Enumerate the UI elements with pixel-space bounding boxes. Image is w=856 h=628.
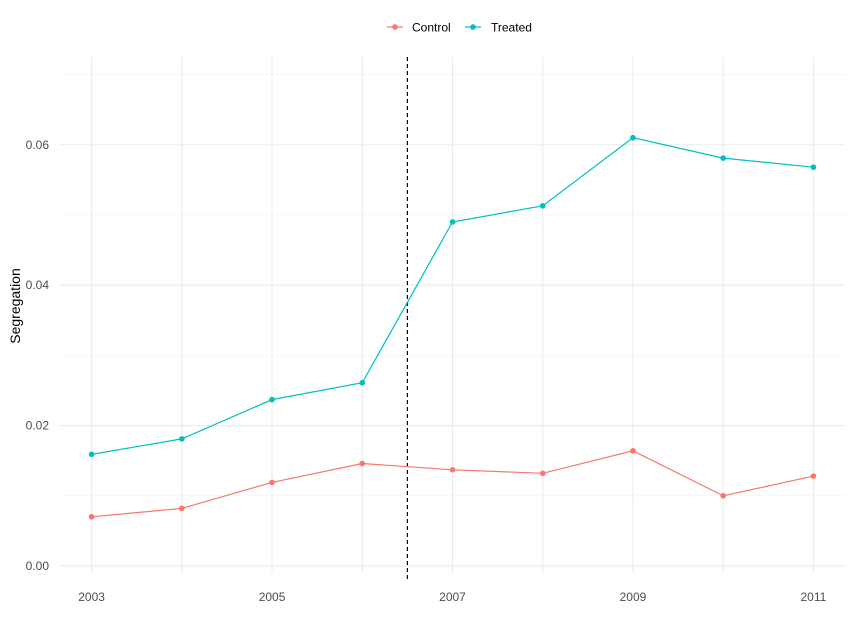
data-point-treated — [449, 219, 456, 225]
data-point-treated — [539, 203, 546, 209]
data-point-control — [810, 473, 817, 479]
x-tick-label: 2003 — [78, 590, 105, 604]
data-point-treated — [630, 134, 636, 141]
x-tick-label: 2011 — [801, 590, 827, 604]
legend-key-point-control — [392, 24, 398, 30]
y-tick-label: 0.00 — [26, 559, 50, 573]
legend-key-point-treated — [470, 24, 476, 30]
data-point-control — [539, 470, 546, 477]
series-group — [88, 134, 817, 520]
y-tick-label: 0.06 — [26, 138, 50, 152]
y-axis-title: Segregation — [7, 268, 23, 344]
data-point-control — [269, 479, 275, 486]
data-point-control — [630, 448, 636, 454]
legend: Control Treated — [387, 21, 532, 35]
data-point-treated — [88, 451, 95, 458]
legend-label-treated: Treated — [491, 21, 532, 35]
y-tick-label: 0.02 — [26, 419, 50, 433]
data-point-treated — [269, 396, 275, 403]
y-axis-ticks: 0.00 0.02 0.04 0.06 — [26, 138, 50, 573]
data-point-treated — [720, 155, 726, 161]
data-point-treated — [179, 436, 185, 442]
data-point-control — [179, 505, 185, 512]
x-tick-label: 2009 — [620, 590, 647, 604]
x-axis-ticks: 2003 2005 2007 2009 2011 — [78, 590, 826, 604]
y-tick-label: 0.04 — [26, 278, 50, 292]
data-point-control — [88, 514, 95, 520]
data-point-treated — [810, 164, 817, 171]
data-point-control — [359, 460, 366, 467]
legend-label-control: Control — [412, 21, 451, 35]
data-point-treated — [359, 379, 366, 386]
grid-lines — [60, 57, 845, 573]
data-point-control — [720, 492, 726, 499]
x-tick-label: 2007 — [439, 590, 466, 604]
data-point-control — [449, 467, 456, 473]
x-tick-label: 2005 — [259, 590, 286, 604]
